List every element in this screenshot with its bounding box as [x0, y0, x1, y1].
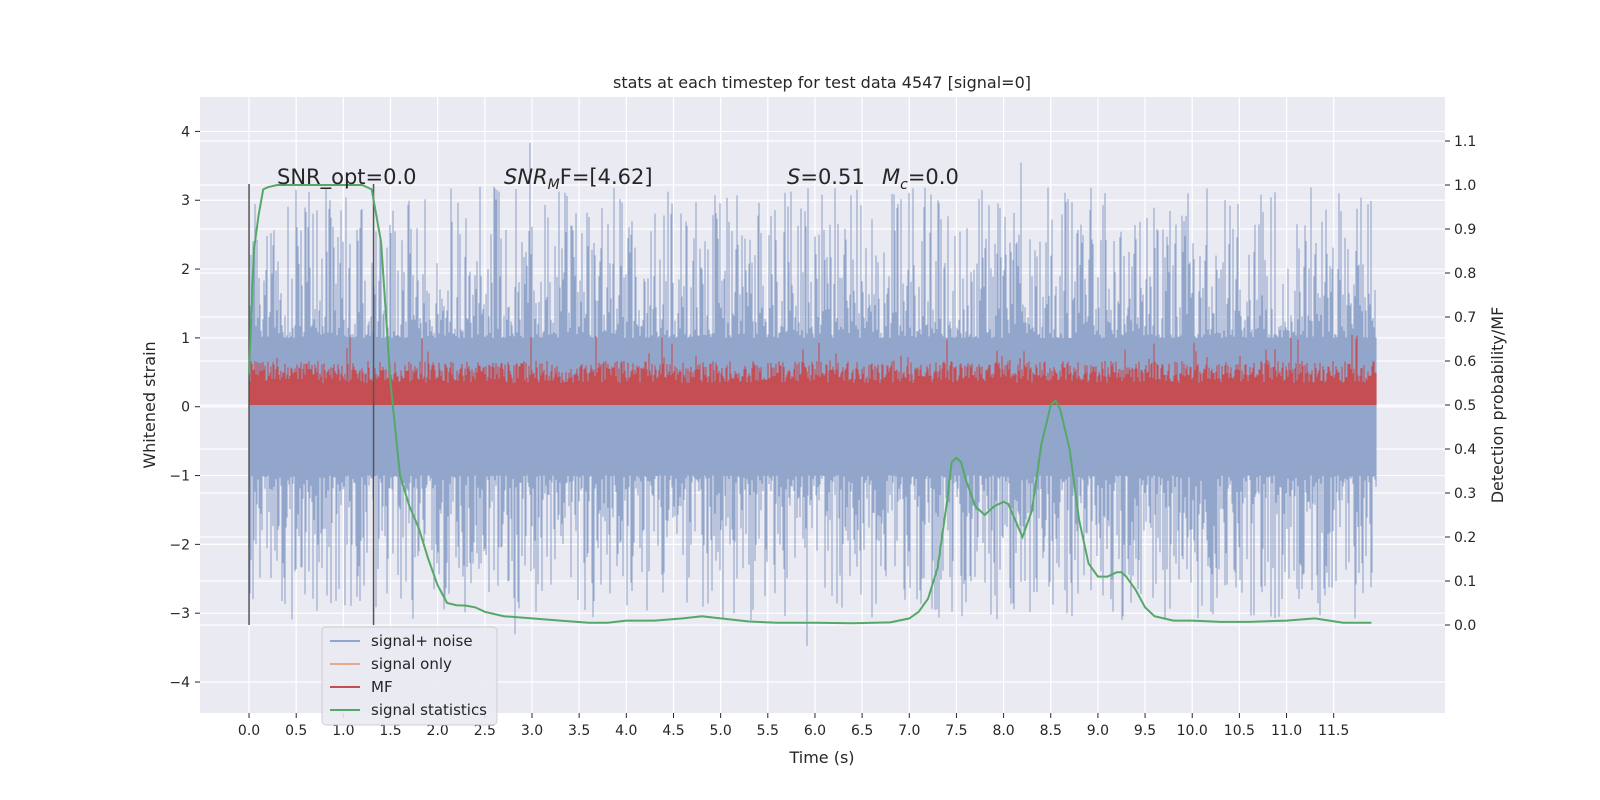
annotation-s: S=0.51 [787, 165, 865, 189]
y-left-tick-label: −2 [169, 537, 190, 553]
legend: signal+ noise signal only MF signal stat… [321, 626, 498, 726]
x-tick-label: 10.0 [1177, 723, 1208, 739]
x-tick-label: 1.5 [379, 723, 401, 739]
legend-label-signal-only: signal only [371, 655, 452, 673]
y-right-tick-label: 0.3 [1454, 486, 1476, 502]
y-right-tick-label: 0.2 [1454, 530, 1476, 546]
annotation-snr-opt: SNR_opt=0.0 [277, 165, 417, 190]
x-tick-label: 4.5 [662, 723, 684, 739]
y-right-tick-label: 1.1 [1454, 134, 1476, 150]
y-right-tick-label: 0.0 [1454, 618, 1476, 634]
x-tick-label: 0.0 [238, 723, 260, 739]
vertical-markers [248, 184, 375, 625]
y-left-tick-label: 4 [181, 124, 190, 140]
y-right-tick-label: 0.9 [1454, 222, 1476, 238]
y-axis-left-label: Whitened strain [140, 341, 159, 468]
legend-label-signal-noise: signal+ noise [371, 632, 473, 650]
y-right-tick-label: 1.0 [1454, 178, 1476, 194]
y-right-tick-label: 0.4 [1454, 442, 1476, 458]
series-signal-statistics [248, 184, 1372, 625]
x-tick-label: 11.5 [1318, 723, 1349, 739]
x-tick-label: 6.5 [851, 723, 873, 739]
y-right-tick-label: 0.8 [1454, 266, 1476, 282]
y-left-tick-label: −1 [169, 469, 190, 485]
x-tick-label: 2.0 [427, 723, 449, 739]
x-tick-label: 0.5 [285, 723, 307, 739]
x-tick-label: 2.5 [474, 723, 496, 739]
x-tick-label: 8.0 [992, 723, 1014, 739]
x-tick-label: 7.0 [898, 723, 920, 739]
x-tick-label: 6.0 [804, 723, 826, 739]
x-tick-label: 11.0 [1271, 723, 1302, 739]
y-right-tick-label: 0.5 [1454, 398, 1476, 414]
y-axis-left-ticks: 4 3 2 1 0 −1 −2 −3 −4 [169, 124, 200, 691]
y-left-tick-label: −4 [169, 675, 190, 691]
x-tick-label: 4.0 [615, 723, 637, 739]
x-tick-label: 1.0 [332, 723, 354, 739]
x-tick-label: 8.5 [1040, 723, 1062, 739]
legend-box [321, 626, 498, 726]
annotation-snr-mf: SNRMF=[4.62] [504, 165, 653, 193]
y-right-tick-label: 0.1 [1454, 574, 1476, 590]
x-tick-label: 5.5 [757, 723, 779, 739]
x-axis-label: Time (s) [788, 748, 854, 767]
x-tick-label: 7.5 [945, 723, 967, 739]
series-signal-noise [248, 143, 1377, 646]
legend-label-signal-statistics: signal statistics [371, 701, 487, 719]
y-left-tick-label: 0 [181, 400, 190, 416]
legend-label-mf: MF [371, 678, 393, 696]
x-tick-label: 3.5 [568, 723, 590, 739]
x-axis-ticks: 0.0 0.5 1.0 1.5 2.0 2.5 3.0 3.5 4.0 4.5 5.0 5.5 6.0 6… [238, 713, 1349, 739]
x-tick-label: 3.0 [521, 723, 543, 739]
x-tick-label: 10.5 [1224, 723, 1255, 739]
y-right-tick-label: 0.6 [1454, 354, 1476, 370]
y-right-tick-label: 0.7 [1454, 310, 1476, 326]
y-left-tick-label: 1 [181, 331, 190, 347]
x-tick-label: 9.5 [1134, 723, 1156, 739]
y-axis-right-ticks: 1.1 1.0 0.9 0.8 0.7 0.6 0.5 0.4 0.3 0.2 0.1 0.0 [1445, 134, 1476, 634]
y-left-tick-label: −3 [169, 606, 190, 622]
y-left-tick-label: 2 [181, 262, 190, 278]
y-left-tick-label: 3 [181, 193, 190, 209]
y-axis-right-label: Detection probability/MF [1488, 307, 1507, 504]
annotation-mc: Mc=0.0 [882, 165, 959, 193]
x-tick-label: 9.0 [1087, 723, 1109, 739]
chart-title: stats at each timestep for test data 454… [613, 73, 1031, 92]
x-tick-label: 5.0 [710, 723, 732, 739]
